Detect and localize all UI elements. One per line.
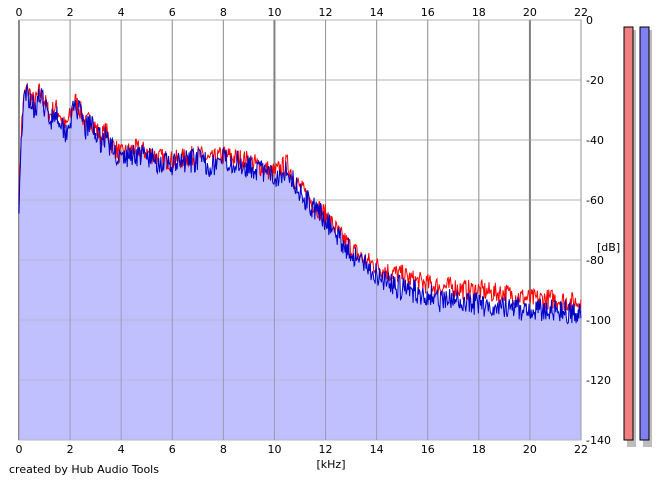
spectrum-area — [19, 84, 581, 440]
y-tick-label: -140 — [586, 434, 611, 447]
x-tick-label-bottom: 2 — [67, 443, 74, 456]
x-tick-label-bottom: 8 — [220, 443, 227, 456]
x-tick-label-top: 12 — [319, 6, 333, 19]
x-tick-label-top: 14 — [370, 6, 384, 19]
meter-bar-2 — [639, 26, 650, 441]
x-tick-label-top: 10 — [267, 6, 281, 19]
x-tick-label-top: 20 — [523, 6, 537, 19]
y-tick-label: -80 — [586, 254, 604, 267]
x-tick-label-top: 16 — [421, 6, 435, 19]
x-tick-labels-bottom: 0 2 4 6 8 10 12 14 16 18 20 22 — [16, 443, 589, 456]
x-tick-label-bottom: 0 — [16, 443, 23, 456]
x-tick-label-bottom: 10 — [267, 443, 281, 456]
x-tick-label-top: 2 — [67, 6, 74, 19]
x-tick-labels-top: 0 2 4 6 8 10 12 14 16 18 20 22 — [16, 6, 589, 19]
x-tick-label-top: 4 — [118, 6, 125, 19]
x-tick-label-bottom: 16 — [421, 443, 435, 456]
x-tick-label-bottom: 12 — [319, 443, 333, 456]
x-tick-label-top: 18 — [472, 6, 486, 19]
y-tick-label: -100 — [586, 314, 611, 327]
x-tick-label-top: 6 — [169, 6, 176, 19]
x-tick-label-bottom: 14 — [370, 443, 384, 456]
x-tick-label-bottom: 22 — [574, 443, 588, 456]
y-tick-label: -60 — [586, 194, 604, 207]
x-tick-label-bottom: 20 — [523, 443, 537, 456]
x-tick-label-bottom: 4 — [118, 443, 125, 456]
x-tick-label-top: 8 — [220, 6, 227, 19]
spectrum-fill — [18, 19, 582, 441]
y-tick-label: -20 — [586, 74, 604, 87]
y-tick-labels: 0 -20 -40 -60 -80 -100 -120 -140 — [586, 14, 611, 447]
x-tick-label-bottom: 6 — [169, 443, 176, 456]
meter-bar-1 — [623, 26, 634, 441]
series-line-channel-2 — [18, 84, 582, 325]
y-tick-label: 0 — [586, 14, 593, 27]
credit-text: created by Hub Audio Tools — [9, 463, 159, 476]
spectrum-series — [18, 83, 582, 325]
level-meters — [623, 26, 652, 447]
y-axis-label: [dB] — [597, 241, 620, 254]
y-tick-label: -120 — [586, 374, 611, 387]
y-tick-label: -40 — [586, 134, 604, 147]
x-tick-label-top: 0 — [16, 6, 23, 19]
x-axis-label: [kHz] — [317, 458, 346, 471]
x-tick-label-bottom: 18 — [472, 443, 486, 456]
x-tick-label-top: 22 — [574, 6, 588, 19]
